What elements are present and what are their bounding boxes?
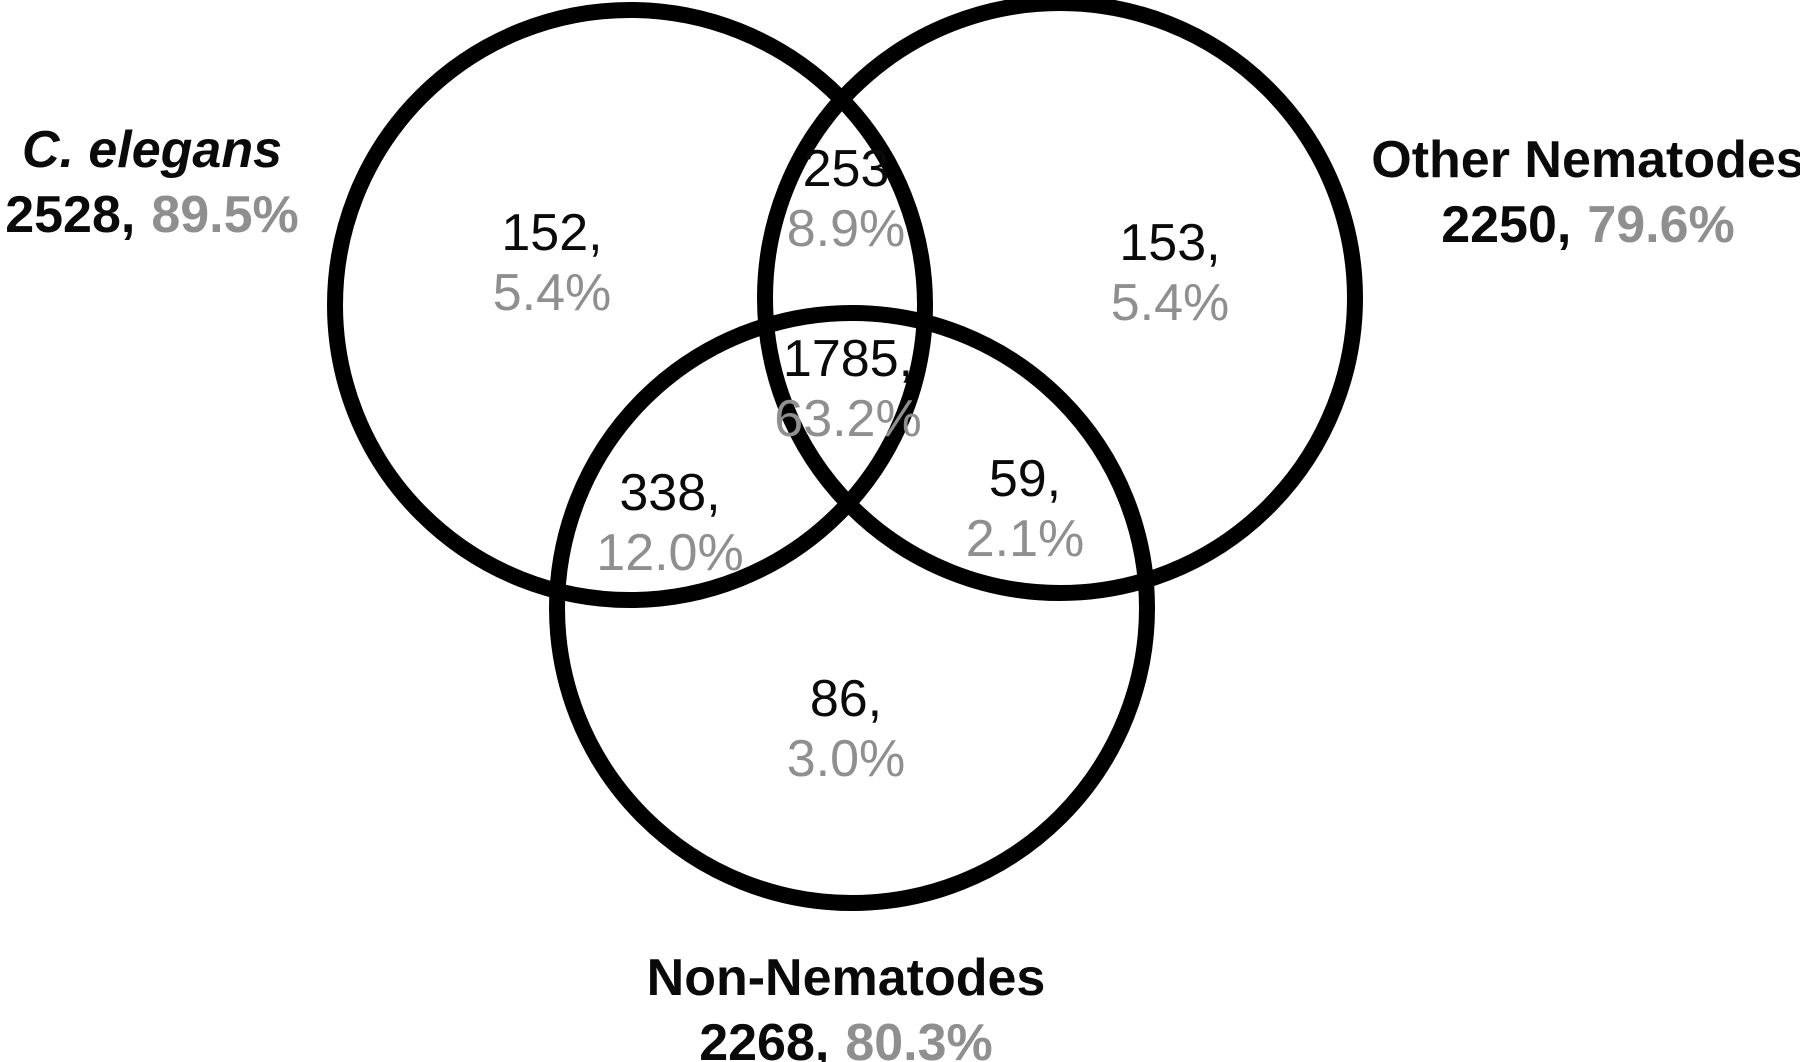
set-label-c-elegans: C. elegans 2528, 89.5% bbox=[5, 118, 299, 248]
region-value: 338, bbox=[619, 464, 721, 522]
region-value: 253 bbox=[802, 140, 890, 198]
set-label-non-nematodes: Non-Nematodes 2268, 80.3% bbox=[647, 946, 1046, 1062]
region-other-and-non: 59, 2.1% bbox=[966, 450, 1085, 570]
set-name-c-elegans: C. elegans bbox=[21, 121, 283, 179]
set-name-other-nematodes: Other Nematodes bbox=[1371, 131, 1800, 189]
region-c-elegans-and-other: 253 8.9% bbox=[787, 140, 906, 260]
set-values-other-nematodes: 2250, 79.6% bbox=[1371, 193, 1800, 258]
set-total-c-elegans: 2528, bbox=[5, 186, 136, 244]
region-percent: 63.2% bbox=[774, 389, 922, 448]
set-values-c-elegans: 2528, 89.5% bbox=[5, 183, 299, 248]
set-total-other-nematodes: 2250, bbox=[1441, 196, 1572, 254]
set-total-non-nematodes: 2268, bbox=[699, 1014, 830, 1062]
region-percent: 5.4% bbox=[492, 263, 612, 322]
region-percent: 12.0% bbox=[596, 523, 744, 582]
set-name-non-nematodes: Non-Nematodes bbox=[646, 949, 1046, 1007]
set-percent-other-nematodes: 79.6% bbox=[1587, 196, 1735, 254]
region-value: 1785, bbox=[782, 330, 914, 388]
set-percent-c-elegans: 89.5% bbox=[151, 186, 299, 244]
set-values-non-nematodes: 2268, 80.3% bbox=[647, 1011, 1046, 1062]
region-value: 152, bbox=[501, 204, 603, 262]
circle-non-nematodes bbox=[549, 305, 1155, 911]
region-percent: 3.0% bbox=[786, 729, 906, 788]
region-non-nematodes-only: 86, 3.0% bbox=[787, 670, 906, 790]
region-percent: 8.9% bbox=[786, 199, 906, 258]
region-value: 59, bbox=[988, 450, 1062, 508]
region-percent: 5.4% bbox=[1110, 273, 1230, 332]
set-label-other-nematodes: Other Nematodes 2250, 79.6% bbox=[1371, 128, 1800, 258]
region-percent: 2.1% bbox=[965, 509, 1085, 568]
region-value: 153, bbox=[1119, 214, 1221, 272]
region-c-elegans-and-non: 338, 12.0% bbox=[596, 464, 743, 584]
region-other-nematodes-only: 153, 5.4% bbox=[1111, 214, 1230, 334]
region-all-three: 1785, 63.2% bbox=[774, 330, 921, 450]
set-percent-non-nematodes: 80.3% bbox=[845, 1014, 993, 1062]
region-value: 86, bbox=[809, 670, 883, 728]
circle-other-nematodes bbox=[757, 0, 1363, 601]
circle-c-elegans bbox=[327, 2, 933, 608]
region-c-elegans-only: 152, 5.4% bbox=[493, 204, 612, 324]
